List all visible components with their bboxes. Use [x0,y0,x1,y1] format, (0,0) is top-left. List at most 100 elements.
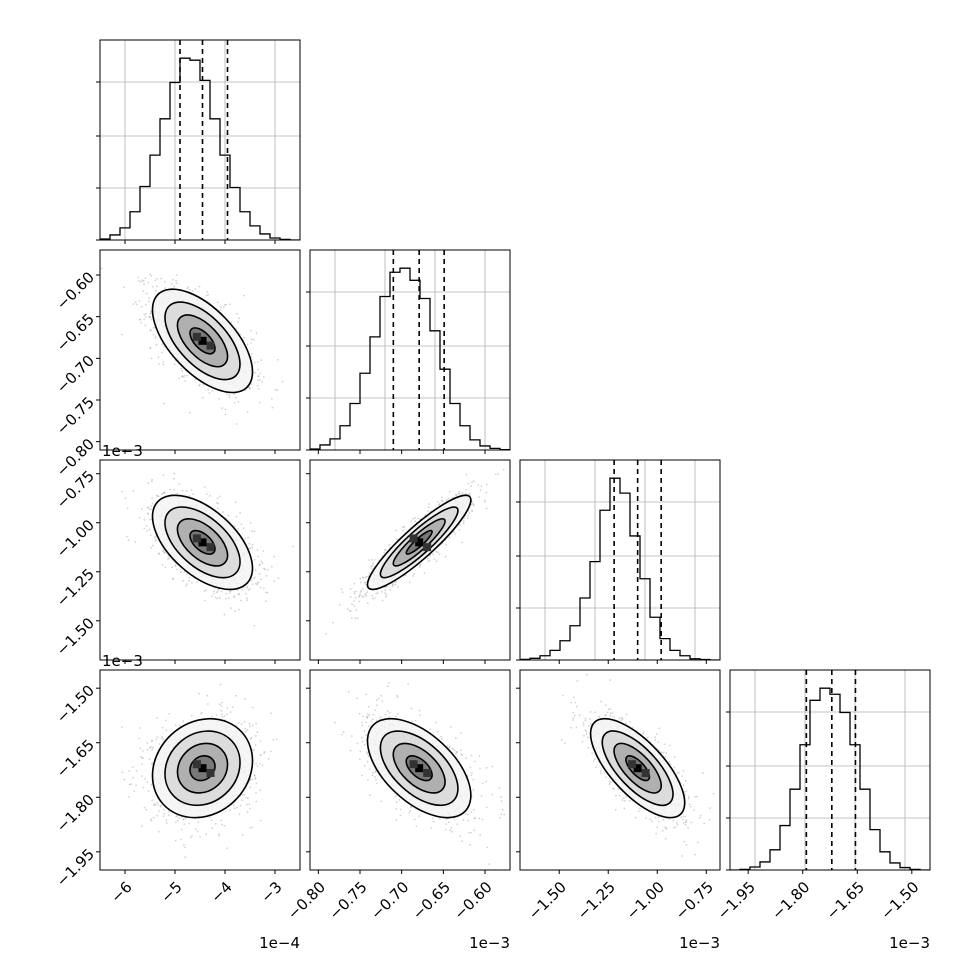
sample-point [197,821,200,824]
sample-point [151,502,154,505]
sample-point [218,596,221,599]
sample-point [143,318,146,321]
sample-point [238,317,240,320]
sample-point [149,273,151,275]
sample-point [162,549,165,552]
sample-point [423,572,426,575]
sample-point [150,318,153,321]
sample-point [224,408,227,411]
sample-point [292,545,294,548]
sample-point [244,697,246,700]
sample-point [145,808,148,811]
sample-point [157,356,160,358]
sample-point [410,520,413,523]
sample-point [182,579,185,582]
sample-point [228,396,231,399]
sample-point [260,560,263,563]
sample-point [248,803,251,806]
sample-point [265,575,268,577]
sample-point [234,396,237,399]
sample-point [155,738,158,741]
sample-point [260,359,263,362]
sample-point [175,279,178,282]
sample-point [149,346,152,349]
sample-point [151,478,154,481]
sample-point [167,814,170,817]
sample-point [220,705,223,707]
sample-point [246,411,249,414]
density-peak [206,543,215,552]
sample-point [417,517,419,520]
sample-point [154,337,157,339]
sample-point [477,484,480,486]
sample-point [186,286,189,288]
sample-point [163,280,166,283]
sample-point [332,621,334,624]
sample-point [255,332,258,335]
sample-point [179,571,182,574]
sample-point [242,527,245,529]
sample-point [361,595,363,598]
sample-point [229,592,231,594]
sample-point [188,579,191,582]
sample-point [216,591,218,594]
sample-point [225,303,227,306]
sample-point [251,826,254,828]
sample-point [439,502,441,505]
sample-point [259,372,262,375]
sample-point [252,338,255,341]
sample-point [142,786,145,789]
sample-point [203,590,206,592]
sample-point [468,512,471,515]
sample-point [413,573,415,575]
sample-point [169,488,172,491]
sample-point [255,722,258,725]
sample-point [459,524,461,526]
sample-point [152,804,155,806]
sample-point [216,597,219,600]
sample-point [162,361,165,363]
sample-point [228,394,231,396]
sample-point [388,544,390,546]
sample-point [174,565,177,567]
sample-point [190,714,193,717]
density-peak [198,538,207,547]
panel-frame [99,39,301,241]
sample-point [229,711,232,713]
sample-point [138,300,141,302]
sample-point [250,579,253,582]
sample-point [145,525,148,527]
sample-point [160,277,163,280]
sample-point [419,518,422,520]
histogram-panel-3 [516,459,721,664]
sample-point [362,596,365,598]
sample-point [251,530,253,533]
sample-point [216,497,219,499]
sample-point [162,363,165,366]
sample-point [154,539,157,542]
sample-point [473,504,475,507]
sample-point [470,485,472,487]
sample-point [156,495,158,497]
sample-point [389,588,391,591]
sample-point [155,343,158,346]
sample-point [385,594,388,597]
sample-point [445,499,448,501]
sample-point [408,581,411,584]
sample-point [273,555,276,558]
sample-point [254,568,257,571]
sample-point [217,502,220,505]
sample-point [438,553,441,556]
sample-point [341,591,344,594]
sample-point [256,361,259,363]
sample-point [250,383,253,385]
sample-point [251,583,254,585]
sample-point [209,816,212,819]
sample-point [248,547,251,550]
sample-point [346,608,349,611]
sample-point [207,703,209,705]
sample-point [138,737,141,740]
sample-point [198,285,201,288]
sample-point [460,541,463,544]
sample-point [251,724,254,727]
